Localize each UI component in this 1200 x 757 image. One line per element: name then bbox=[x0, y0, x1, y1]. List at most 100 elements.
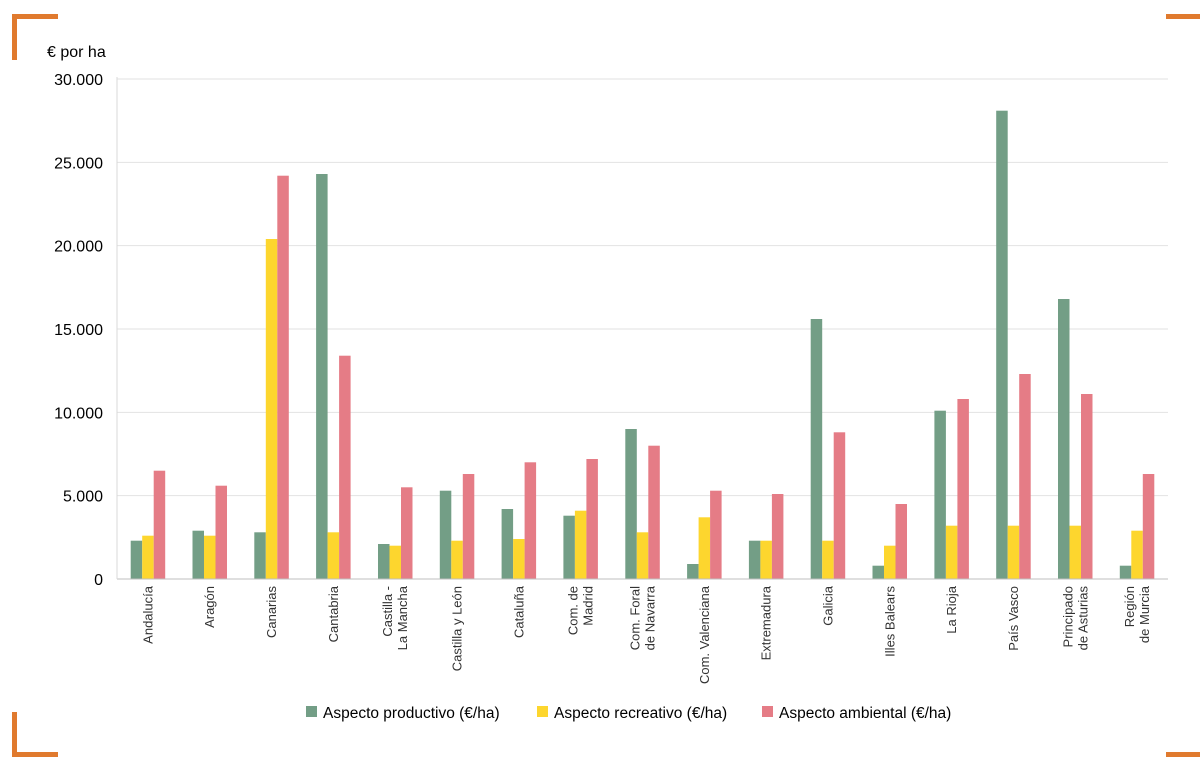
bar-ambiental bbox=[1081, 394, 1093, 579]
bar-productivo bbox=[378, 544, 390, 579]
x-tick-label-line: de Asturias bbox=[1075, 586, 1090, 651]
x-tick-label-line: Galicia bbox=[821, 585, 836, 626]
legend-swatch-ambiental bbox=[762, 706, 773, 717]
bar-ambiental bbox=[401, 487, 413, 579]
bar-productivo bbox=[254, 532, 266, 579]
frame-corner-bottom-left-h bbox=[12, 752, 58, 757]
x-tick-label-line: Castilla y León bbox=[450, 586, 465, 671]
y-tick-label: 30.000 bbox=[54, 72, 103, 89]
bar-ambiental bbox=[1142, 474, 1155, 579]
bar-recreativo bbox=[574, 510, 587, 579]
bar-productivo bbox=[501, 509, 514, 579]
bar-ambiental bbox=[586, 459, 598, 579]
x-tick-label: Principado de Asturias bbox=[1060, 586, 1090, 651]
bar-productivo bbox=[625, 429, 637, 579]
bar-recreativo bbox=[513, 539, 525, 579]
x-tick-label-line: Canarias bbox=[264, 586, 279, 639]
bar-productivo bbox=[996, 110, 1008, 579]
bar-ambiental bbox=[462, 474, 475, 579]
x-tick-label-line: Cantabria bbox=[326, 585, 341, 642]
x-tick-label-line: Madrid bbox=[581, 586, 596, 626]
x-tick-label-line: Andalucía bbox=[140, 585, 155, 644]
x-tick-label-line: Principado bbox=[1060, 586, 1075, 647]
bar-recreativo bbox=[265, 239, 278, 579]
x-tick-label: Andalucía bbox=[140, 585, 155, 644]
bar-recreativo bbox=[327, 532, 340, 579]
x-tick-label: Extremadura bbox=[759, 585, 774, 660]
bar-ambiental bbox=[524, 462, 537, 579]
x-tick-label-line: Extremadura bbox=[759, 585, 774, 660]
bar-productivo bbox=[872, 565, 884, 579]
frame-corner-bottom-left-v bbox=[12, 712, 17, 757]
x-tick-label: Cantabria bbox=[326, 585, 341, 642]
y-tick-label: 5.000 bbox=[63, 489, 103, 506]
legend-swatch-productivo bbox=[306, 706, 317, 717]
bar-productivo bbox=[1119, 565, 1132, 579]
bar-recreativo bbox=[884, 545, 896, 579]
x-tick-label-line: Com. Foral bbox=[628, 586, 643, 650]
x-tick-label: Aragón bbox=[202, 586, 217, 628]
bar-recreativo bbox=[822, 540, 834, 579]
legend-label: Aspecto ambiental (€/ha) bbox=[779, 705, 951, 722]
x-tick-label: Illes Balears bbox=[882, 586, 897, 657]
x-tick-label: Com. Valenciana bbox=[697, 585, 712, 684]
legend-label: Aspecto productivo (€/ha) bbox=[323, 705, 500, 722]
frame-corner-bottom-right-h bbox=[1166, 752, 1200, 757]
bar-ambiental bbox=[153, 470, 166, 579]
y-tick-label: 0 bbox=[94, 572, 103, 589]
bar-recreativo bbox=[1007, 525, 1020, 579]
bar-recreativo bbox=[204, 535, 216, 579]
bars bbox=[130, 110, 1155, 579]
bar-productivo bbox=[439, 490, 452, 579]
x-tick-label-line: de Navarra bbox=[643, 585, 658, 650]
bar-recreativo bbox=[1131, 530, 1143, 579]
bar-recreativo bbox=[389, 545, 401, 579]
bar-recreativo bbox=[636, 532, 649, 579]
bar-ambiental bbox=[215, 485, 227, 579]
y-tick-label: 20.000 bbox=[54, 239, 103, 256]
bar-productivo bbox=[810, 319, 823, 579]
x-tick-label: Castilla - La Mancha bbox=[380, 585, 410, 650]
x-tick-label-line: Com. Valenciana bbox=[697, 585, 712, 684]
frame-corner-top-left-h bbox=[12, 14, 58, 19]
bar-recreativo bbox=[698, 517, 711, 579]
bar-productivo bbox=[1058, 299, 1070, 579]
x-tick-label-line: La Mancha bbox=[395, 585, 410, 650]
legend: Aspecto productivo (€/ha) Aspecto recreat… bbox=[306, 705, 951, 722]
bar-ambiental bbox=[833, 432, 846, 579]
bar-productivo bbox=[192, 530, 204, 579]
bar-recreativo bbox=[451, 540, 463, 579]
x-tick-label: Com. de Madrid bbox=[566, 586, 596, 635]
bar-productivo bbox=[316, 174, 328, 579]
frame-corner-top-right-h bbox=[1166, 14, 1200, 19]
x-tick-label-line: Illes Balears bbox=[882, 586, 897, 657]
x-tick-label: Región de Murcia bbox=[1122, 585, 1152, 643]
y-tick-label: 10.000 bbox=[54, 405, 103, 422]
y-axis-label: € por ha bbox=[47, 44, 106, 61]
y-tick-label: 15.000 bbox=[54, 322, 103, 339]
x-tick-label: Canarias bbox=[264, 586, 279, 639]
x-tick-label: Com. Foral de Navarra bbox=[628, 585, 658, 650]
bar-ambiental bbox=[710, 490, 722, 579]
x-tick-label: País Vasco bbox=[1006, 586, 1021, 651]
x-tick-label: La Rioja bbox=[944, 585, 959, 633]
bar-productivo bbox=[934, 410, 946, 579]
legend-swatch-recreativo bbox=[537, 706, 548, 717]
x-tick-label-line: Com. de bbox=[566, 586, 581, 635]
y-tick-label: 25.000 bbox=[54, 155, 103, 172]
bar-ambiental bbox=[339, 355, 351, 579]
bar-recreativo bbox=[1069, 525, 1081, 579]
gridlines bbox=[117, 78, 1168, 497]
bar-productivo bbox=[563, 515, 575, 579]
bar-ambiental bbox=[957, 399, 969, 579]
bar-ambiental bbox=[771, 494, 784, 579]
bar-ambiental bbox=[1019, 374, 1031, 579]
x-tick-label-line: Aragón bbox=[202, 586, 217, 628]
bar-productivo bbox=[687, 564, 699, 579]
bar-productivo bbox=[130, 540, 143, 579]
x-tick-label: Galicia bbox=[821, 585, 836, 626]
x-axis-ticks: Andalucía Aragón Canarias Cantabria Castilla… bbox=[140, 585, 1152, 684]
bar-recreativo bbox=[760, 540, 772, 579]
bar-productivo bbox=[748, 540, 761, 579]
